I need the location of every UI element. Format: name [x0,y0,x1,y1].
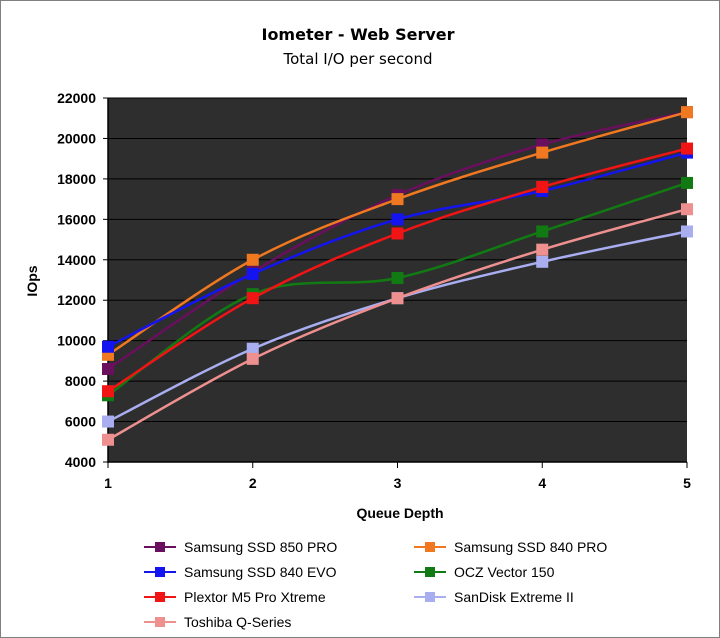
data-point-marker [391,193,404,206]
legend-swatch-marker [425,592,435,602]
legend-label: OCZ Vector 150 [454,564,555,580]
x-tick-labels: 1 2 3 4 5 [104,462,691,491]
legend-label: Plextor M5 Pro Xtreme [184,589,326,605]
legend-item: Samsung SSD 840 PRO [412,536,607,558]
legend-item: Samsung SSD 850 PRO [142,536,337,558]
legend-item: Toshiba Q-Series [142,611,291,633]
legend-swatch-marker [155,542,165,552]
data-point-marker [536,146,549,159]
legend-swatch [142,540,178,554]
x-tick-label: 5 [683,475,691,491]
data-point-marker [246,267,259,280]
legend-swatch [412,590,448,604]
series-plextor-m5-pro-xtreme [102,142,693,398]
y-tick-label: 4000 [65,454,96,470]
data-point-marker [681,225,693,238]
y-tick-label: 20000 [57,130,96,146]
data-point-marker [536,180,549,193]
x-tick-label: 1 [104,475,112,491]
legend-label: SanDisk Extreme II [454,589,574,605]
y-tick-label: 10000 [57,333,96,349]
y-tick-label: 14000 [57,252,96,268]
data-point-marker [536,255,549,268]
y-axis-label: IOps [24,265,40,296]
data-point-marker [246,352,259,365]
legend-item: SanDisk Extreme II [412,586,574,608]
data-point-marker [246,342,259,355]
legend-swatch [142,615,178,629]
data-point-marker [246,292,259,305]
series-samsung-ssd-840-pro [102,106,693,361]
series-layer [102,106,693,446]
y-tick-label: 6000 [65,414,96,430]
legend-item: OCZ Vector 150 [412,561,554,583]
series-toshiba-q-series [102,203,693,446]
data-point-marker [102,385,114,398]
y-tick-label: 22000 [57,90,96,106]
data-point-marker [536,243,549,256]
y-tick-label: 8000 [65,373,96,389]
legend-swatch-marker [425,567,435,577]
y-tick-labels: 4000 6000 8000 10000 12000 14000 16000 18000 200… [57,90,96,470]
legend-swatch-marker [155,567,165,577]
data-point-marker [102,340,114,353]
legend-swatch [412,540,448,554]
data-point-marker [681,203,693,216]
data-point-marker [391,227,404,240]
data-point-marker [391,271,404,284]
data-point-marker [681,106,693,119]
data-point-marker [391,292,404,305]
legend-swatch [412,565,448,579]
legend-swatch-marker [155,592,165,602]
data-point-marker [102,415,114,428]
legend-label: Samsung SSD 840 EVO [184,564,337,580]
data-point-marker [102,433,114,446]
y-tick-label: 18000 [57,171,96,187]
x-axis-label: Queue Depth [356,505,443,521]
data-point-marker [102,362,114,375]
legend-item: Samsung SSD 840 EVO [142,561,337,583]
legend-label: Toshiba Q-Series [184,614,292,630]
legend-swatch-marker [425,542,435,552]
legend-item: Plextor M5 Pro Xtreme [142,586,326,608]
legend: Samsung SSD 850 PRO Samsung SSD 840 PRO Sa… [140,530,700,634]
data-point-marker [391,213,404,226]
data-point-marker [681,142,693,155]
legend-swatch [142,590,178,604]
x-tick-label: 3 [394,475,402,491]
legend-label: Samsung SSD 850 PRO [184,539,338,555]
legend-label: Samsung SSD 840 PRO [454,539,608,555]
data-point-marker [681,176,693,189]
chart-svg: Iometer - Web Server Total I/O per secon… [24,25,693,521]
legend-swatch [142,565,178,579]
legend-swatch-marker [155,617,165,627]
y-tick-label: 16000 [57,211,96,227]
x-tick-label: 4 [538,475,546,491]
chart-subtitle: Total I/O per second [282,50,432,68]
y-tick-label: 12000 [57,292,96,308]
data-point-marker [246,253,259,266]
x-tick-label: 2 [249,475,257,491]
data-point-marker [536,225,549,238]
grid-lines [103,97,687,463]
chart-title: Iometer - Web Server [261,25,454,44]
